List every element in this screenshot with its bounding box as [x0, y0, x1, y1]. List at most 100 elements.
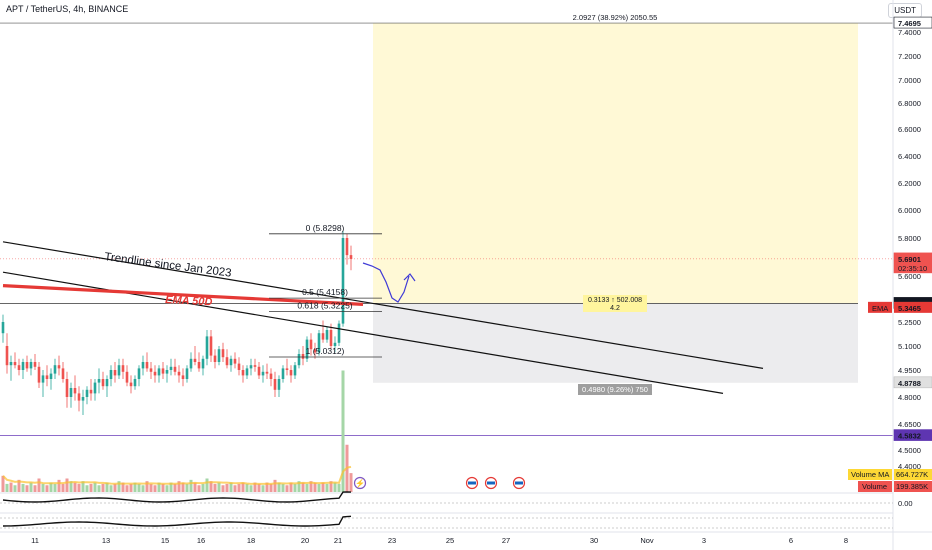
flag-icon-stripe — [515, 481, 523, 485]
candle-body — [121, 365, 125, 372]
volume-bar — [237, 483, 241, 492]
candle-body — [21, 362, 25, 370]
candle-body — [225, 357, 229, 366]
volume-bar — [297, 481, 301, 492]
volume-bar — [257, 483, 261, 492]
volume-bar — [325, 483, 329, 492]
price-label-box — [893, 376, 932, 389]
x-tick-label: 6 — [789, 536, 793, 545]
volume-bar — [169, 482, 173, 492]
volume-bar — [133, 482, 137, 492]
volume-bar — [173, 483, 177, 492]
candle-body — [265, 371, 269, 374]
volume-bar — [121, 482, 125, 492]
y-tick-label: 6.8000 — [898, 99, 921, 108]
volume-bar — [321, 482, 325, 492]
y-tick-label: 6.4000 — [898, 152, 921, 161]
time-axis[interactable]: 11 13 15 16 18 20 21 23 25 27 30 Nov 3 6 8 — [31, 536, 848, 545]
volume-bar — [245, 483, 249, 492]
candle-body — [269, 373, 273, 379]
candle-body — [117, 365, 121, 376]
ratio-line-2: 4.2 — [610, 305, 620, 312]
volume-bar — [213, 483, 217, 492]
candle-body — [129, 382, 133, 387]
volume-ma-badge-box — [848, 469, 892, 480]
flag-icon-stripe — [487, 481, 495, 485]
candle-body — [61, 368, 65, 379]
oscillator-pane: 0.00 — [0, 491, 913, 529]
price-label: 5.6901 — [898, 255, 921, 264]
volume-bar — [49, 482, 53, 492]
volume-bar — [153, 485, 157, 492]
oscillator-line-2 — [2, 515, 352, 527]
candle-body — [149, 368, 153, 372]
candle-body — [13, 362, 17, 366]
candle-body — [141, 362, 145, 369]
x-tick-label: 18 — [247, 536, 255, 545]
volume-badge-box — [858, 481, 892, 492]
candle-body — [305, 339, 309, 359]
y-tick-label: 6.0000 — [898, 206, 921, 215]
volume-bar — [141, 485, 145, 492]
candle-body — [241, 370, 245, 376]
currency-button[interactable]: USDT — [888, 3, 922, 18]
candle-body — [197, 362, 201, 369]
volume-bar — [109, 485, 113, 492]
candle-body — [33, 362, 37, 367]
volume-bar — [305, 483, 309, 492]
candles — [1, 231, 353, 415]
volume-bar — [309, 481, 313, 492]
candle-body — [53, 365, 57, 374]
candle-body — [249, 365, 253, 369]
candle-body — [9, 362, 13, 366]
candle-body — [209, 336, 213, 356]
price-axis[interactable]: 7.4000 7.2000 7.0000 6.8000 6.6000 6.4000 6.20… — [848, 16, 932, 492]
volume-value-box — [894, 481, 932, 492]
y-tick-label: 6.6000 — [898, 125, 921, 134]
volume-value: 199.385K — [896, 482, 928, 491]
volume-bar — [13, 485, 17, 492]
y-tick-label: 4.8000 — [898, 393, 921, 402]
candle-body — [321, 333, 325, 340]
volume-bar — [349, 473, 353, 492]
projected-path — [362, 262, 410, 303]
candle-body — [237, 363, 241, 370]
x-tick-label: 3 — [702, 536, 706, 545]
candle-body — [281, 368, 285, 379]
volume-bar — [157, 482, 161, 492]
ema-50d-line — [2, 284, 364, 306]
volume-bar — [89, 483, 93, 492]
volume-bar — [185, 483, 189, 492]
candle-body — [125, 371, 129, 383]
candle-body — [337, 323, 341, 343]
volume-bar — [45, 485, 49, 492]
candle-body — [289, 370, 293, 376]
volume-bar — [317, 483, 321, 492]
candle-body — [29, 362, 33, 369]
volume-bar — [9, 482, 13, 492]
candle-body — [253, 365, 257, 367]
volume-bar — [1, 475, 5, 492]
volume-bar — [253, 482, 257, 492]
price-label: 4.8788 — [898, 379, 921, 388]
candle-body — [101, 379, 105, 387]
candle-body — [277, 379, 281, 390]
volume-bar — [341, 370, 345, 492]
volume-bar — [281, 483, 285, 492]
x-tick-label: 27 — [502, 536, 510, 545]
volume-bar — [21, 483, 25, 492]
flag-icon-stripe — [468, 481, 476, 485]
projected-path-arrowhead — [403, 273, 416, 282]
volume-bar — [129, 483, 133, 492]
volume-bar — [33, 485, 37, 492]
candle-body — [153, 371, 157, 376]
countdown-label: 02:35:10 — [898, 264, 927, 273]
volume-badge: Volume — [862, 482, 887, 491]
volume-bar — [249, 485, 253, 492]
volume-bar — [261, 485, 265, 492]
ema-axis-tag-box — [868, 301, 892, 313]
candle-body — [177, 371, 181, 376]
y-tick-label: 4.4000 — [898, 462, 921, 471]
